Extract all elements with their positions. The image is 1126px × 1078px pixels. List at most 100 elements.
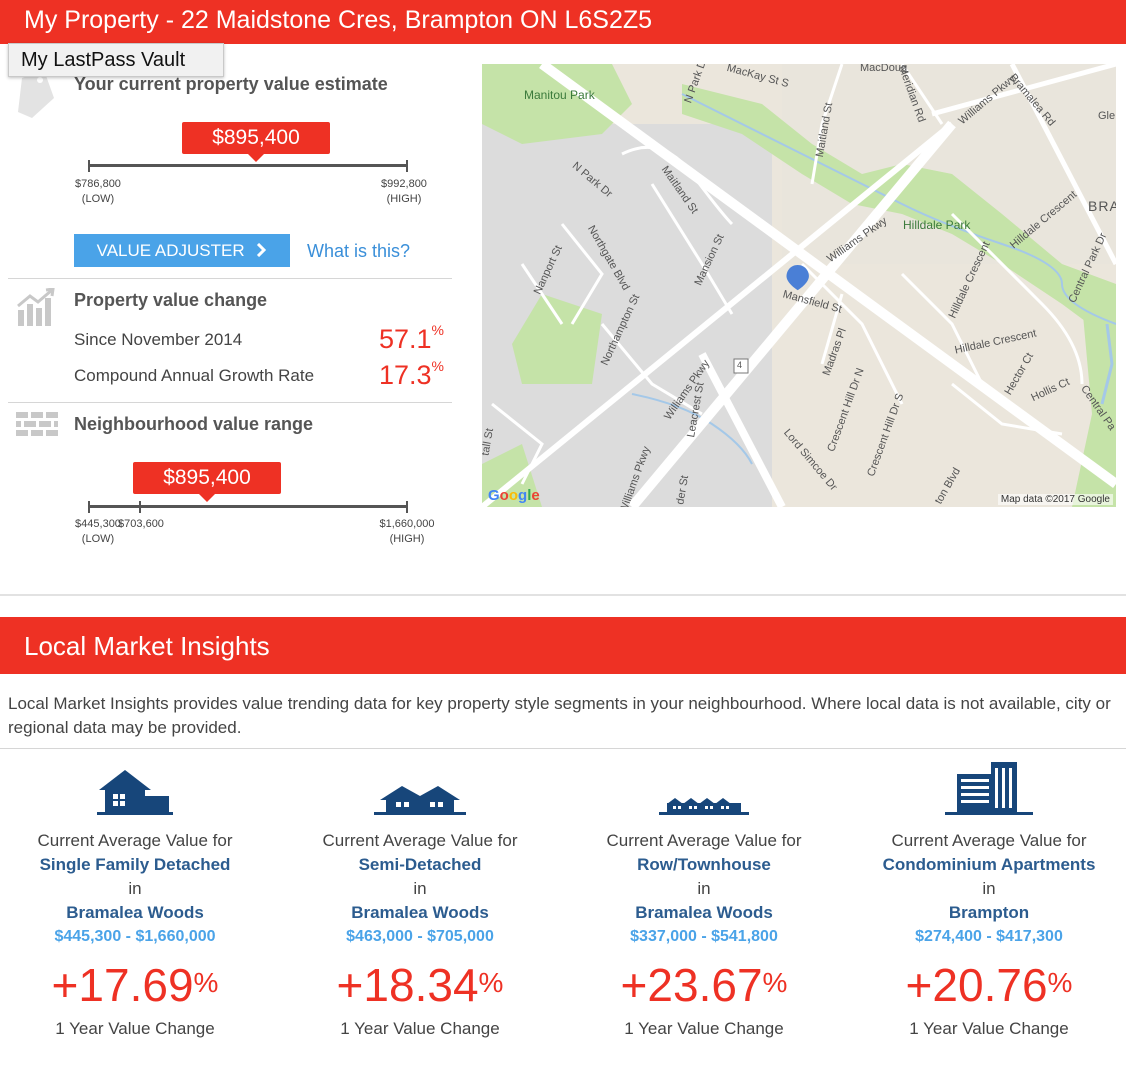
brick-wall-icon [16, 412, 58, 436]
segment-change-number: +20.76 [905, 959, 1048, 1011]
townhouse-icon [569, 760, 839, 816]
map-label-manitou-park: Manitou Park [524, 88, 595, 102]
value-adjuster-button[interactable]: VALUE ADJUSTER [74, 234, 290, 267]
segment-area: Bramalea Woods [351, 903, 489, 922]
segment-change-value: +20.76% [854, 957, 1124, 1013]
map-canvas [482, 64, 1116, 507]
insights-title: Local Market Insights [24, 631, 270, 661]
since-label: Since November 2014 [74, 330, 243, 349]
segment-prefix: Current Average Value for [891, 831, 1087, 850]
since-value: 57.1% [378, 322, 444, 355]
section-divider [0, 748, 1126, 749]
estimate-value-badge: $895,400 [182, 122, 330, 162]
insights-intro: Local Market Insights provides value tre… [8, 694, 1111, 737]
map-label-bra: BRA [1088, 198, 1116, 214]
estimate-low-caption: (LOW) [81, 193, 115, 205]
cagr-value-number: 17.3 [378, 360, 432, 390]
segment-row-townhouse: Current Average Value for Row/Townhouse … [569, 760, 839, 1041]
section-divider [8, 278, 452, 279]
segment-prefix: Current Average Value for [37, 831, 233, 850]
estimate-range-bar [88, 164, 408, 167]
neighbourhood-high-caption: (HIGH) [389, 533, 425, 545]
segment-range: $445,300 - $1,660,000 [54, 928, 216, 945]
section-divider [8, 402, 452, 403]
estimate-high-label: $992,800 (HIGH) [372, 177, 436, 207]
estimate-high-value: $992,800 [381, 178, 427, 190]
chevron-right-icon [257, 242, 267, 258]
estimate-heading: Your current property value estimate [74, 74, 388, 94]
segment-change-value: +23.67% [569, 957, 839, 1013]
segment-in: in [982, 879, 996, 898]
neighbourhood-value-badge: $895,400 [133, 462, 281, 502]
segment-in: in [413, 879, 427, 898]
estimate-low-tick [88, 160, 90, 172]
map-route-shield: 4 [737, 360, 743, 370]
growth-chart-icon [17, 288, 55, 326]
property-map[interactable]: Manitou Park Hilldale Park Williams Pkwy… [482, 64, 1116, 507]
segment-area: Bramalea Woods [635, 903, 773, 922]
insights-header: Local Market Insights [0, 617, 1126, 674]
segment-range: $274,400 - $417,300 [915, 928, 1063, 945]
percent-sign: % [478, 967, 504, 998]
estimate-high-tick [406, 160, 408, 172]
neighbourhood-mid-value: $703,600 [118, 518, 164, 530]
percent-sign: % [1047, 967, 1073, 998]
percent-sign: % [431, 322, 444, 338]
map-attribution: Map data ©2017 Google [997, 494, 1113, 505]
segment-in: in [697, 879, 711, 898]
property-header: My Property - 22 Maidstone Cres, Brampto… [0, 0, 1126, 44]
percent-sign: % [193, 967, 219, 998]
value-adjuster-label: VALUE ADJUSTER [96, 241, 245, 260]
segment-semi-detached: Current Average Value for Semi-Detached … [285, 760, 555, 1041]
segment-area: Bramalea Woods [66, 903, 204, 922]
neighbourhood-high-label: $1,660,000 (HIGH) [372, 517, 442, 547]
segment-range: $463,000 - $705,000 [346, 928, 494, 945]
segment-change-value: +17.69% [0, 957, 270, 1013]
segment-style: Condominium Apartments [882, 855, 1096, 874]
neighbourhood-high-value: $1,660,000 [379, 518, 435, 530]
segment-style: Row/Townhouse [637, 855, 771, 874]
segment-change-number: +18.34 [336, 959, 479, 1011]
segment-style: Semi-Detached [358, 855, 482, 874]
segment-style: Single Family Detached [39, 855, 231, 874]
value-change-heading: Property value change [74, 290, 268, 310]
segment-area: Brampton [948, 903, 1030, 922]
segment-change-label: 1 Year Value Change [624, 1019, 784, 1038]
section-separator [0, 594, 1126, 596]
lastpass-vault-button[interactable]: My LastPass Vault [8, 43, 224, 77]
neighbourhood-high-tick [406, 501, 408, 513]
cagr-value: 17.3% [378, 358, 444, 391]
map-label-gle: Gle [1098, 110, 1116, 122]
map-label-macdougall: MacDoug [860, 64, 908, 74]
semi-detached-icon [285, 760, 555, 816]
estimate-low-value: $786,800 [75, 178, 121, 190]
google-logo: Google [488, 487, 540, 504]
what-is-this-link[interactable]: What is this? [307, 241, 411, 261]
segment-change-number: +17.69 [51, 959, 194, 1011]
segment-change-label: 1 Year Value Change [55, 1019, 215, 1038]
neighbourhood-low-caption: (LOW) [81, 533, 115, 545]
price-tag-icon [18, 70, 54, 118]
segment-change-label: 1 Year Value Change [909, 1019, 1069, 1038]
segment-prefix: Current Average Value for [606, 831, 802, 850]
detached-house-icon [0, 760, 270, 816]
percent-sign: % [431, 358, 444, 374]
segment-range: $337,000 - $541,800 [630, 928, 778, 945]
segment-change-number: +23.67 [620, 959, 763, 1011]
estimate-high-caption: (HIGH) [386, 193, 422, 205]
map-label-hilldale-park: Hilldale Park [903, 218, 971, 232]
segment-in: in [128, 879, 142, 898]
condo-building-icon [854, 760, 1124, 816]
segment-single-family: Current Average Value for Single Family … [0, 760, 270, 1041]
neighbourhood-mid-tick [139, 501, 141, 513]
neighbourhood-range-bar [88, 505, 408, 508]
segment-prefix: Current Average Value for [322, 831, 518, 850]
estimate-low-label: $786,800 (LOW) [68, 177, 128, 207]
neighbourhood-low-tick [88, 501, 90, 513]
page-title: My Property - 22 Maidstone Cres, Brampto… [24, 6, 653, 34]
since-value-number: 57.1 [378, 324, 432, 354]
neighbourhood-heading: Neighbourhood value range [74, 414, 314, 434]
percent-sign: % [762, 967, 788, 998]
neighbourhood-low-label: $445,300 (LOW) [68, 517, 128, 547]
segment-change-label: 1 Year Value Change [340, 1019, 500, 1038]
